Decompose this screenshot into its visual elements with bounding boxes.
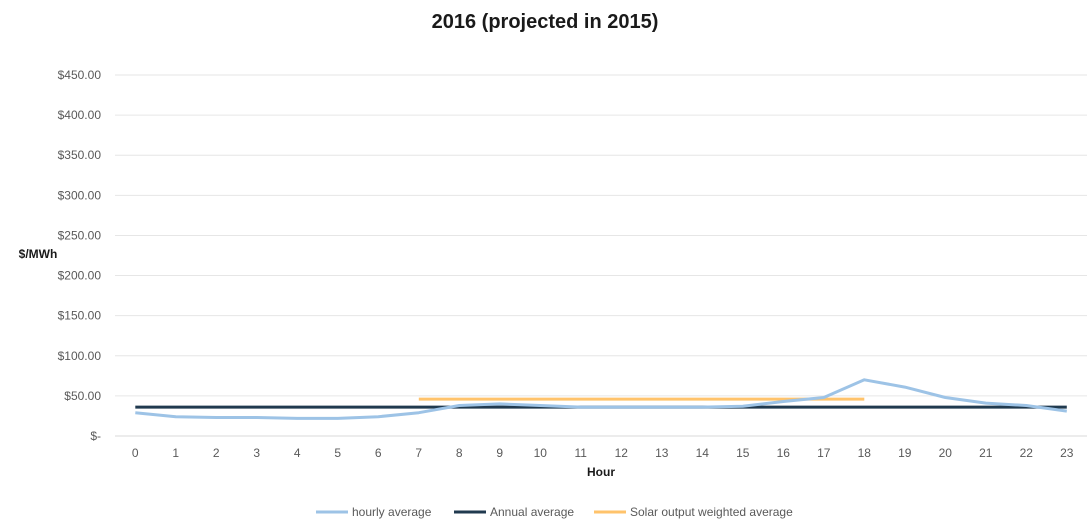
x-axis-title: Hour bbox=[587, 465, 615, 479]
x-tick-label: 6 bbox=[375, 446, 382, 460]
legend-label: Annual average bbox=[490, 505, 574, 519]
x-tick-label: 11 bbox=[575, 446, 588, 460]
x-tick-label: 2 bbox=[213, 446, 220, 460]
x-tick-label: 0 bbox=[132, 446, 139, 460]
y-tick-label: $450.00 bbox=[58, 68, 102, 82]
y-tick-label: $- bbox=[90, 429, 101, 443]
x-tick-label: 19 bbox=[898, 446, 912, 460]
y-tick-label: $200.00 bbox=[58, 269, 102, 283]
y-tick-label: $150.00 bbox=[58, 309, 102, 323]
y-tick-label: $100.00 bbox=[58, 349, 102, 363]
legend-item: hourly average bbox=[316, 505, 432, 519]
legend-item: Solar output weighted average bbox=[594, 505, 793, 519]
y-tick-label: $250.00 bbox=[58, 228, 102, 242]
x-tick-label: 1 bbox=[172, 446, 179, 460]
y-tick-label: $50.00 bbox=[64, 389, 101, 403]
x-tick-label: 17 bbox=[817, 446, 831, 460]
x-tick-label: 5 bbox=[334, 446, 341, 460]
x-tick-label: 15 bbox=[736, 446, 750, 460]
legend-item: Annual average bbox=[454, 505, 574, 519]
x-tick-label: 9 bbox=[496, 446, 503, 460]
x-tick-label: 22 bbox=[1020, 446, 1034, 460]
chart-title: 2016 (projected in 2015) bbox=[432, 11, 659, 33]
gridlines bbox=[115, 74, 1087, 437]
legend-label: Solar output weighted average bbox=[630, 505, 793, 519]
x-tick-label: 14 bbox=[696, 446, 710, 460]
x-tick-label: 8 bbox=[456, 446, 463, 460]
x-tick-label: 4 bbox=[294, 446, 301, 460]
x-tick-label: 3 bbox=[253, 446, 260, 460]
x-tick-label: 10 bbox=[534, 446, 548, 460]
y-tick-label: $400.00 bbox=[58, 108, 102, 122]
x-axis-ticks: 0 1 2 3 4 5 6 7 8 9 10 11 12 13 14 15 16 17 18 19 20 21 22 23 bbox=[132, 446, 1074, 460]
series-line-hourly-average bbox=[135, 378, 1068, 420]
y-axis-title: $/MWh bbox=[19, 247, 58, 261]
x-tick-label: 18 bbox=[858, 446, 872, 460]
x-tick-label: 21 bbox=[979, 446, 993, 460]
legend: hourly average Annual average Solar output… bbox=[316, 505, 793, 519]
x-tick-label: 7 bbox=[415, 446, 422, 460]
x-tick-label: 12 bbox=[615, 446, 629, 460]
y-tick-label: $300.00 bbox=[58, 188, 102, 202]
x-tick-label: 20 bbox=[939, 446, 953, 460]
x-tick-label: 23 bbox=[1060, 446, 1074, 460]
legend-label: hourly average bbox=[352, 505, 432, 519]
x-tick-label: 16 bbox=[777, 446, 791, 460]
y-axis-ticks: $- $50.00 $100.00 $150.00 $200.00 $250.00 $300… bbox=[58, 68, 102, 443]
y-tick-label: $350.00 bbox=[58, 148, 102, 162]
x-tick-label: 13 bbox=[655, 446, 669, 460]
series-lines bbox=[135, 378, 1068, 420]
